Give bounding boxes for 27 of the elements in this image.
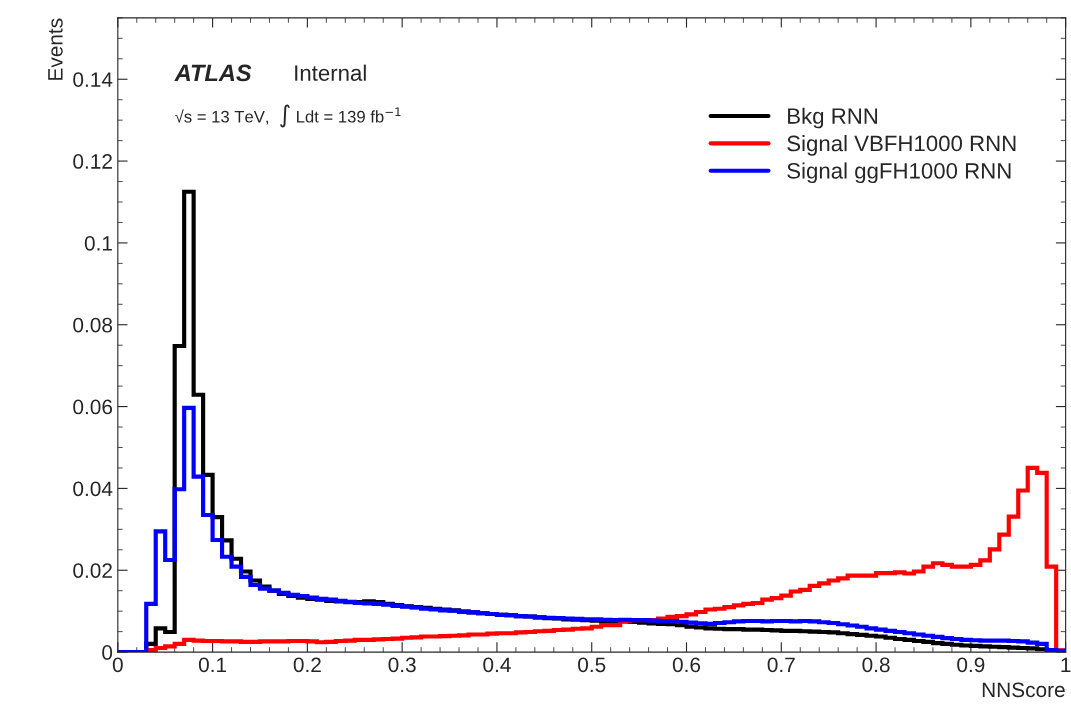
- legend-label: Signal VBFH1000 RNN: [787, 135, 1016, 156]
- y-axis-title: Events: [48, 18, 63, 80]
- x-tick-label: 0.7: [767, 657, 795, 673]
- y-tick-label: 0.02: [73, 563, 112, 578]
- legend-label: Bkg RNN: [788, 107, 878, 129]
- x-tick-label: 0.9: [957, 657, 985, 673]
- legend-label: Signal ggFH1000 RNN: [787, 162, 1011, 184]
- x-tick-label: 0.6: [672, 657, 701, 673]
- x-axis-title: NNScore: [982, 682, 1065, 698]
- y-tick-label: 0.08: [73, 317, 113, 333]
- annotation: √s = 13 TeV, ∫ Ldt = 139 fb$^{−1}$: [175, 104, 401, 128]
- y-tick-label: 0.06: [73, 399, 113, 415]
- y-tick-label: 0.1: [84, 235, 112, 251]
- x-tick-label: 0.3: [388, 657, 416, 673]
- x-tick-label: 0.2: [293, 657, 321, 673]
- x-tick-label: 0.1: [198, 657, 227, 673]
- x-tick-label: 0.5: [578, 657, 606, 673]
- x-tick-label: 0.4: [483, 657, 511, 673]
- y-tick-label: 0: [102, 645, 113, 660]
- x-tick-label: 0: [112, 657, 123, 673]
- y-tick-label: 0.12: [73, 154, 112, 169]
- x-tick-label: 1: [1061, 657, 1071, 673]
- annotation: ATLAS: [174, 64, 252, 82]
- y-tick-label: 0.04: [73, 481, 113, 497]
- annotation: Internal: [295, 64, 366, 81]
- y-tick-label: 0.14: [73, 72, 113, 87]
- x-tick-label: 0.8: [862, 657, 890, 673]
